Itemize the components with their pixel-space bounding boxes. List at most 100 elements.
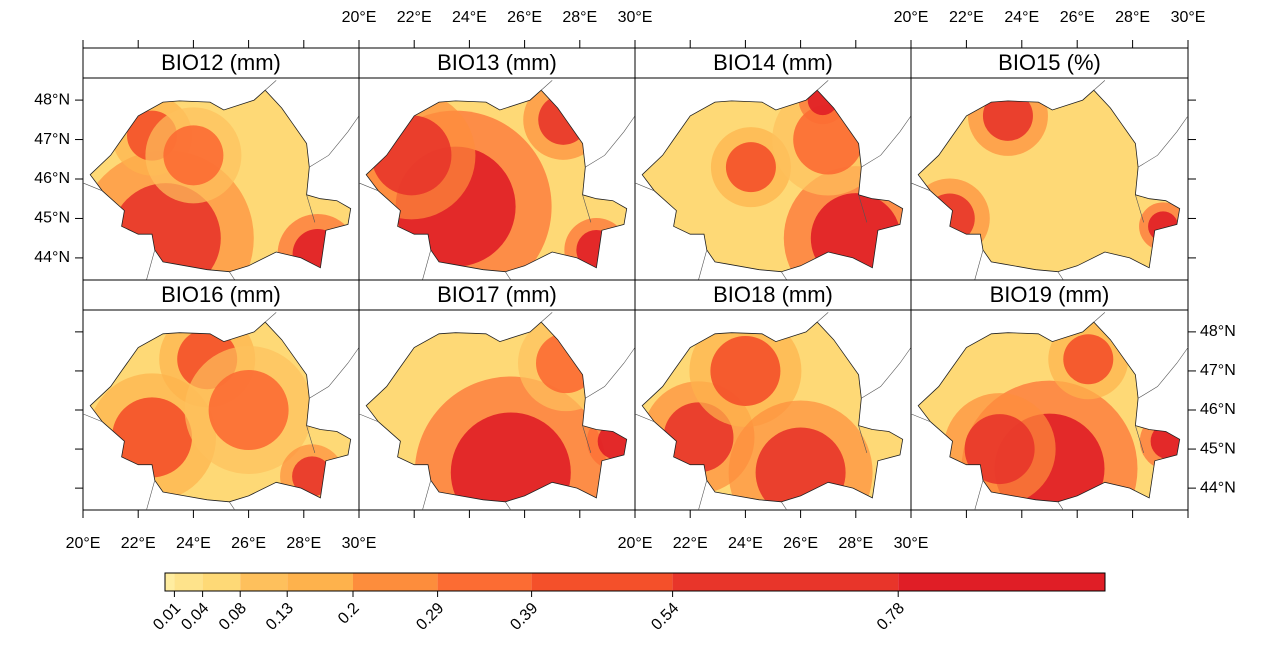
- neighbour-border: [229, 271, 236, 281]
- x-tick-label: 24°E: [452, 9, 487, 26]
- colorbar-segment: [898, 573, 1105, 591]
- neighbour-border: [698, 480, 708, 511]
- colorbar-tick-label: 0.01: [150, 600, 184, 634]
- border: [917, 321, 1181, 503]
- neighbour-border: [816, 312, 829, 323]
- neighbour-border: [1137, 347, 1189, 399]
- colorbar-segment: [202, 573, 241, 591]
- neighbour-border: [781, 271, 788, 281]
- neighbour-border: [910, 182, 931, 192]
- y-tick-label: 44°N: [1200, 479, 1236, 496]
- raster-patch: [982, 90, 1033, 141]
- raster: [414, 322, 627, 502]
- x-tick-label: 28°E: [1115, 9, 1150, 26]
- neighbour-border: [358, 413, 379, 422]
- colorbar-segment: [174, 573, 203, 591]
- neighbour-border: [422, 480, 432, 511]
- neighbour-border: [146, 249, 156, 281]
- colorbar-segment: [287, 573, 353, 591]
- x-tick-label: 30°E: [894, 535, 929, 552]
- x-tick-label: 20°E: [342, 9, 377, 26]
- x-tick-label: 24°E: [728, 535, 763, 552]
- y-tick-label: 48°N: [1200, 323, 1236, 340]
- x-tick-label: 26°E: [231, 535, 266, 552]
- colorbar-segment: [672, 573, 899, 591]
- border: [89, 89, 352, 273]
- neighbour-border: [781, 501, 788, 511]
- neighbour-border: [816, 80, 829, 91]
- neighbour-border: [264, 80, 277, 91]
- border: [917, 89, 1181, 273]
- x-tick-label: 22°E: [121, 535, 156, 552]
- y-tick-label: 45°N: [34, 210, 70, 227]
- x-tick-label: 26°E: [1060, 9, 1095, 26]
- colorbar-segment: [353, 573, 438, 591]
- neighbour-border: [1057, 501, 1064, 511]
- x-tick-label: 24°E: [176, 535, 211, 552]
- colorbar-tick-label: 0.78: [874, 600, 908, 634]
- x-tick-label: 30°E: [1171, 9, 1206, 26]
- x-tick-label: 30°E: [618, 9, 653, 26]
- neighbour-border: [422, 249, 432, 281]
- colorbar-segment: [437, 573, 532, 591]
- neighbour-border: [974, 249, 984, 281]
- colorbar-tick-label: 0.29: [413, 600, 447, 634]
- neighbour-border: [582, 194, 592, 223]
- border: [641, 89, 904, 273]
- colorbar-segment: [240, 573, 288, 591]
- raster-patch: [725, 142, 776, 193]
- colorbar-tick-label: 0.54: [648, 600, 682, 634]
- x-tick-label: 22°E: [397, 9, 432, 26]
- border: [641, 321, 904, 503]
- colorbar-segment: [165, 573, 175, 591]
- neighbour-border: [910, 413, 931, 422]
- panel-title: BIO15 (%): [998, 50, 1101, 75]
- neighbour-border: [505, 501, 512, 511]
- border: [365, 321, 628, 503]
- neighbour-border: [540, 312, 553, 323]
- neighbour-border: [1093, 312, 1106, 323]
- x-tick-label: 26°E: [507, 9, 542, 26]
- neighbour-border: [861, 347, 912, 399]
- neighbour-border: [634, 413, 655, 422]
- raster-patch: [112, 397, 192, 478]
- raster-patch: [450, 412, 571, 502]
- y-tick-label: 44°N: [34, 249, 70, 266]
- y-tick-label: 47°N: [1200, 362, 1236, 379]
- raster-patch: [964, 414, 1035, 485]
- raster-patch: [663, 402, 734, 473]
- strip: [634, 279, 912, 311]
- panel-title: BIO17 (mm): [437, 282, 557, 307]
- border: [89, 321, 352, 503]
- neighbour-border: [1137, 115, 1189, 168]
- border: [365, 89, 628, 273]
- raster-patch: [1063, 334, 1114, 385]
- neighbour-border: [505, 271, 512, 281]
- colorbar-tick-label: 0.08: [216, 600, 250, 634]
- neighbour-border: [858, 425, 868, 454]
- y-tick-label: 46°N: [1200, 401, 1236, 418]
- panel-title: BIO19 (mm): [990, 282, 1110, 307]
- neighbour-border: [858, 194, 868, 223]
- x-tick-label: 28°E: [562, 9, 597, 26]
- neighbour-border: [974, 480, 984, 511]
- x-tick-label: 20°E: [894, 9, 929, 26]
- colorbar-tick-label: 0.39: [507, 600, 541, 634]
- neighbour-border: [306, 194, 316, 223]
- panel-title: BIO13 (mm): [437, 50, 557, 75]
- raster-patch: [710, 335, 781, 406]
- neighbour-border: [82, 413, 103, 422]
- colorbar-tick-label: 0.2: [335, 600, 363, 628]
- y-tick-label: 48°N: [34, 91, 70, 108]
- strip: [82, 47, 360, 79]
- y-tick-label: 47°N: [34, 131, 70, 148]
- raster-patch: [163, 125, 224, 186]
- x-tick-label: 22°E: [949, 9, 984, 26]
- colorbar-tick-label: 0.13: [263, 600, 297, 634]
- x-tick-label: 26°E: [783, 535, 818, 552]
- neighbour-border: [585, 115, 636, 168]
- panel-title: BIO16 (mm): [161, 282, 281, 307]
- y-tick-label: 45°N: [1200, 440, 1236, 457]
- neighbour-border: [1135, 194, 1144, 223]
- neighbour-border: [264, 312, 277, 323]
